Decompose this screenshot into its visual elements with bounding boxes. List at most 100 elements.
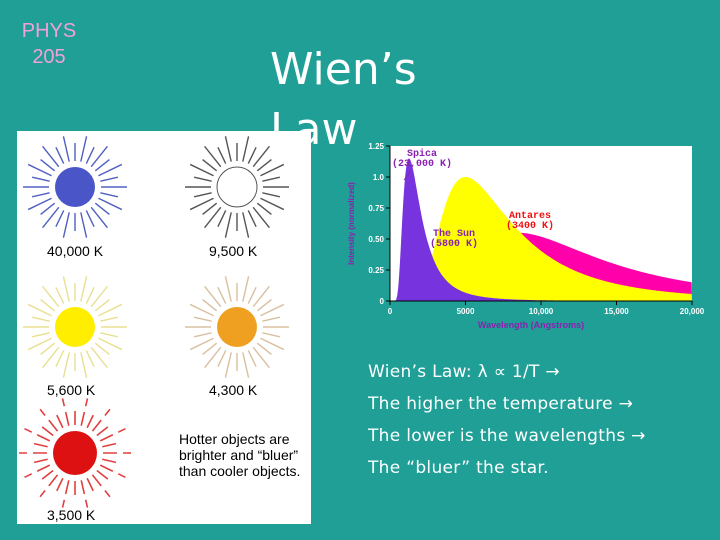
star-ray [193, 192, 212, 198]
star-ray [80, 136, 88, 162]
star-ray [260, 303, 285, 317]
x-axis-label: Wavelength (Angstroms) [478, 320, 584, 330]
star-caption: Hotter objects are brighter and “bluer” … [179, 431, 319, 479]
y-axis-label: Intensity (normalized) [347, 182, 356, 265]
star-ray [62, 212, 70, 238]
star-ray [256, 202, 272, 215]
caption-line-3: than cooler objects. [179, 463, 301, 479]
star-ray [36, 422, 54, 437]
star-ray [90, 346, 108, 369]
star-ray [193, 316, 212, 322]
star-ray [202, 202, 218, 215]
bullet-list: Wien’s Law: λ ∝ 1/T → The higher the tem… [368, 356, 718, 484]
star-ray [31, 332, 50, 338]
x-tick-label: 20,000 [680, 307, 705, 316]
star-ray [91, 408, 111, 432]
star-ray [61, 480, 70, 508]
star-label-5600: 5,600 K [47, 382, 96, 398]
star-disk [55, 307, 95, 347]
star-ray [42, 346, 60, 369]
star-ray [260, 337, 285, 351]
star-ray [256, 159, 272, 172]
star-ray [39, 474, 59, 498]
star-ray [24, 464, 51, 479]
star-ray [94, 202, 110, 215]
star-ray [189, 197, 214, 211]
star-ray [99, 464, 126, 479]
star-ray [40, 159, 56, 172]
star-ray [31, 176, 50, 182]
star-ray [40, 299, 56, 312]
series-label-name: Antares [509, 211, 551, 222]
star-0 [23, 136, 127, 238]
star-ray [102, 441, 122, 448]
star-ray [94, 299, 110, 312]
star-ray [242, 276, 250, 302]
star-ray [85, 147, 95, 164]
star-ray [27, 197, 52, 211]
star-disk [53, 431, 97, 475]
star-ray [217, 350, 227, 367]
star-ray [100, 192, 119, 198]
series-label-name: The Sun [433, 228, 475, 240]
star-ray [100, 316, 119, 322]
series-label-temp: (5800 K) [430, 238, 478, 250]
star-ray [27, 163, 52, 177]
star-ray [85, 210, 95, 227]
star-ray [193, 332, 212, 338]
star-ray [217, 210, 227, 227]
star-ray [224, 352, 232, 378]
star-ray [90, 145, 108, 168]
star-ray [40, 342, 56, 355]
star-ray [256, 299, 272, 312]
star-ray [86, 477, 97, 497]
series-area-spica [394, 158, 692, 301]
star-disk [217, 307, 257, 347]
series-label-name: Spica [407, 148, 437, 160]
star-ray [242, 136, 250, 162]
star-ray [202, 342, 218, 355]
star-ray [94, 159, 110, 172]
star-ray [102, 458, 122, 465]
star-ray [100, 176, 119, 182]
star-ray [27, 303, 52, 317]
star-ray [96, 469, 114, 484]
star-ray [247, 287, 257, 304]
star-ray [80, 276, 88, 302]
star-ray [91, 474, 111, 498]
y-tick-label: 1.25 [368, 142, 384, 151]
star-ray [98, 303, 123, 317]
star-2 [23, 276, 127, 378]
series-label-temp: (23,000 K) [392, 158, 452, 170]
star-ray [189, 337, 214, 351]
star-ray [262, 316, 281, 322]
star-ray [252, 285, 270, 308]
star-ray [247, 210, 257, 227]
star-disk [216, 166, 258, 208]
star-ray [202, 299, 218, 312]
star-ray [224, 212, 232, 238]
course-line-2: 205 [32, 46, 66, 68]
course-label: PHYS 205 [14, 18, 84, 70]
star-ray [100, 332, 119, 338]
star-1 [185, 136, 289, 238]
caption-line-2: brighter and “bluer” [179, 447, 299, 463]
star-label-9500: 9,500 K [209, 243, 258, 259]
y-tick-label: 1.0 [373, 173, 385, 182]
star-ray [28, 441, 48, 448]
x-tick-label: 10,000 [529, 307, 554, 316]
y-tick-label: 0 [380, 297, 385, 306]
x-tick-label: 5000 [457, 307, 475, 316]
blackbody-chart-svg: 0 0.25 0.50 0.75 1.0 1.25 0 5000 10,000 15,000 20,… [347, 142, 705, 330]
star-ray [224, 136, 232, 162]
series-area-the-sun [394, 177, 692, 301]
star-ray [262, 192, 281, 198]
course-line-1: PHYS [21, 20, 77, 42]
star-ray [24, 427, 51, 442]
bullet-higher-temperature: The higher the temperature → [368, 394, 634, 414]
star-4 [19, 398, 131, 508]
star-ray [262, 332, 281, 338]
star-ray [31, 316, 50, 322]
bullet-wiens-law: Wien’s Law: λ ∝ 1/T → [368, 362, 560, 382]
star-ray [80, 352, 88, 378]
